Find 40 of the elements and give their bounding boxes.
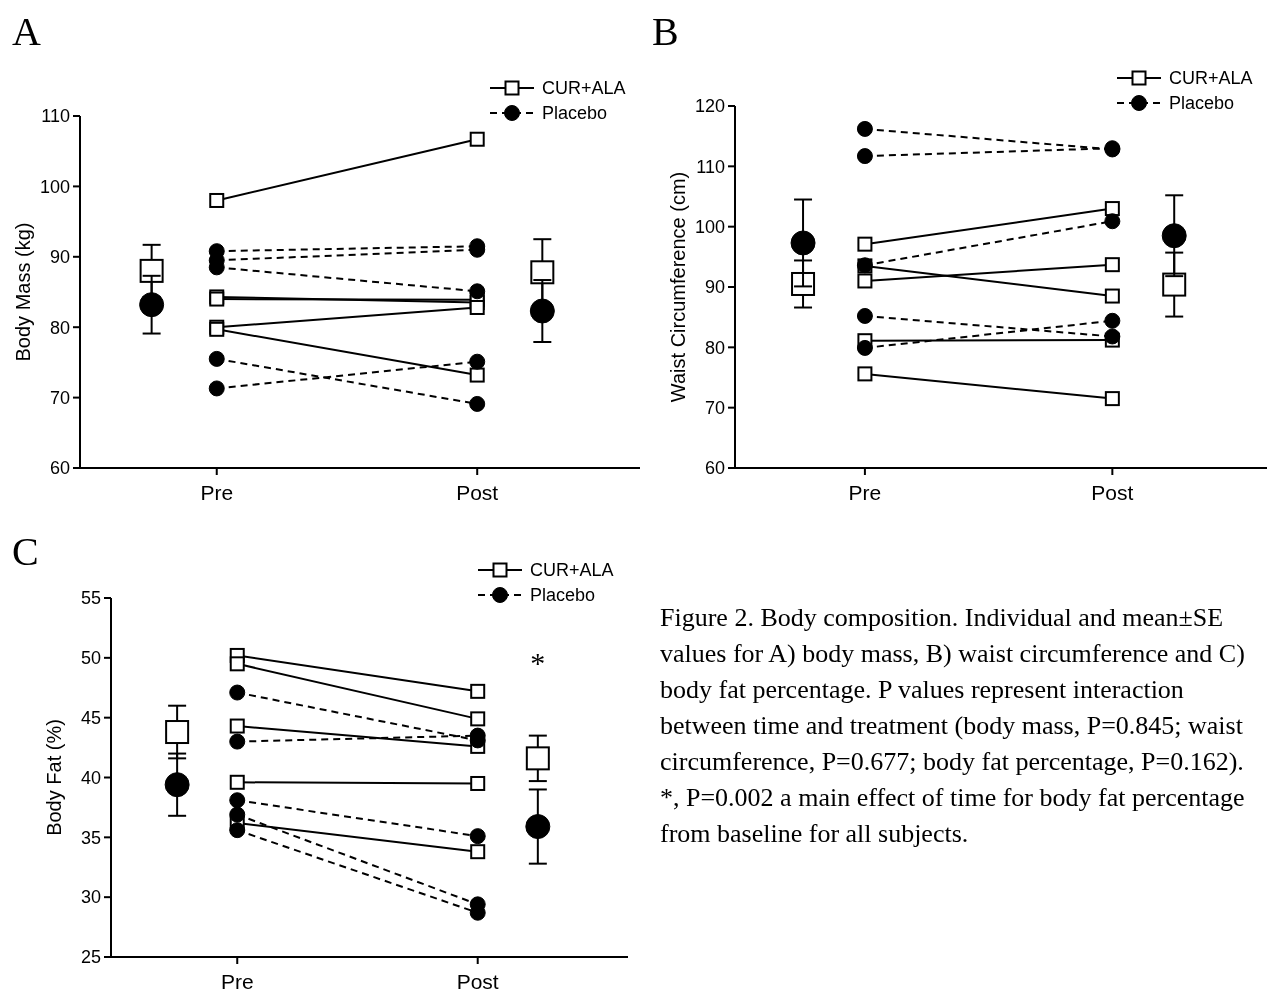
annotation: * — [530, 646, 546, 679]
legend-label: Placebo — [530, 585, 596, 606]
y-axis-title: Waist Circumference (cm) — [667, 171, 689, 403]
y-tick-label: 100 — [39, 176, 70, 197]
chart-title: C — [12, 529, 39, 574]
legend-label: CUR+ALA — [542, 78, 626, 99]
x-tick-label: Post — [456, 970, 499, 993]
x-tick-label: Post — [456, 481, 499, 504]
y-tick-label: 25 — [80, 947, 101, 968]
y-tick-label: 60 — [49, 458, 70, 479]
y-tick-label: 40 — [80, 767, 101, 788]
chart-title: A — [12, 9, 41, 54]
y-tick-label: 120 — [694, 96, 725, 117]
y-axis-title: Body Fat (%) — [43, 719, 65, 836]
caption: Figure 2. Body composition. Individual and mean±SE values for A) body mass, B) waist circumference and C) body fat percentage. P values represent interaction between time and treatment (body mass, P=0.845; waist circumference, P=0.677; body fat percentage, P=0.162). *, P=0.002 a main effect of time for body fat percentage from baseline for all subjects. — [660, 602, 1246, 850]
y-tick-label: 70 — [49, 387, 70, 408]
x-tick-label: Post — [1091, 481, 1134, 504]
chart-title: B — [652, 9, 679, 54]
y-tick-label: 80 — [704, 337, 725, 358]
x-tick-label: Pre — [220, 970, 254, 993]
y-tick-label: 110 — [41, 106, 70, 127]
y-tick-label: 110 — [696, 156, 725, 177]
y-tick-label: 35 — [80, 827, 101, 848]
y-tick-label: 100 — [694, 216, 725, 237]
x-tick-label: Pre — [848, 481, 882, 504]
y-tick-label: 45 — [80, 707, 101, 728]
y-axis-title: Body Mass (kg) — [12, 222, 34, 362]
y-tick-label: 90 — [704, 277, 725, 298]
legend-label: Placebo — [542, 103, 608, 124]
y-tick-label: 90 — [49, 247, 70, 268]
legend-label: CUR+ALA — [530, 560, 614, 581]
legend-label: CUR+ALA — [1169, 68, 1253, 89]
y-tick-label: 80 — [49, 317, 70, 338]
y-tick-label: 50 — [80, 648, 101, 669]
legend-label: Placebo — [1169, 93, 1235, 114]
y-tick-label: 70 — [704, 397, 725, 418]
x-tick-label: Pre — [200, 481, 234, 504]
y-tick-label: 55 — [80, 588, 101, 609]
y-tick-label: 30 — [80, 887, 101, 908]
y-tick-label: 60 — [704, 458, 725, 479]
